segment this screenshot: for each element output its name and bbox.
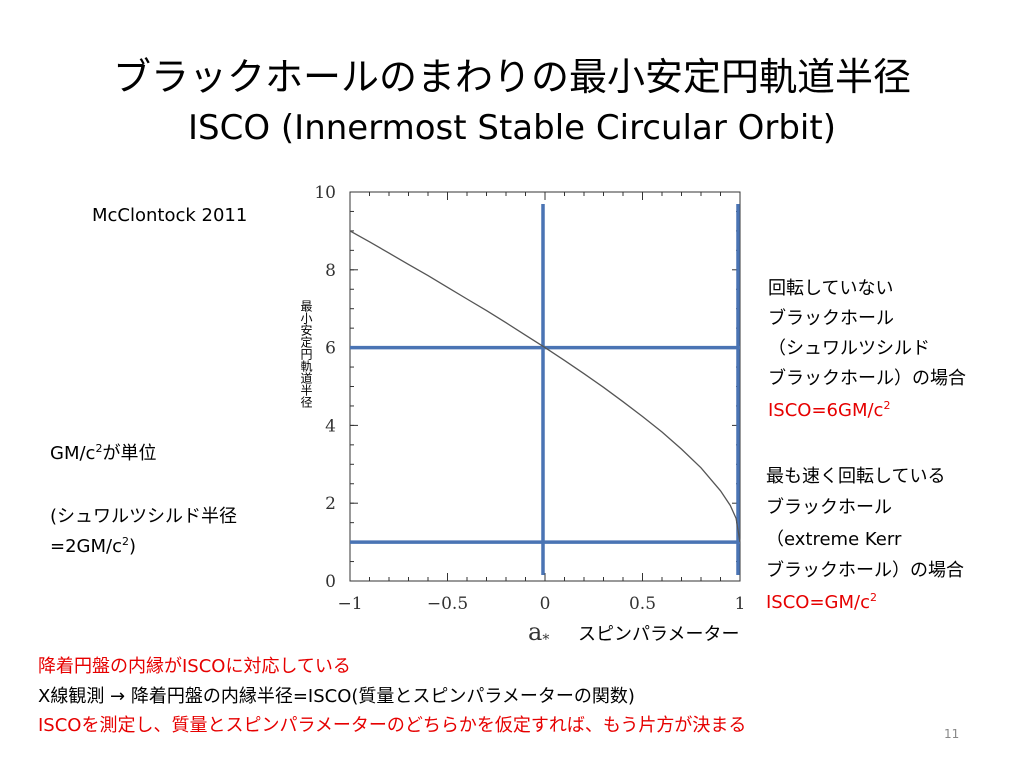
axes-frame	[349, 191, 741, 582]
case-nonrotating-line2: ブラックホール	[768, 308, 894, 329]
y-tick-label: 6	[325, 339, 336, 359]
case-extreme-line1: 最も速く回転している	[766, 466, 946, 487]
isco-curve-group	[349, 230, 741, 543]
y-tick-label: 2	[325, 494, 336, 514]
x-tick-label: 0.5	[629, 594, 656, 614]
case-nonrotating-line4: ブラックホール）の場合	[768, 368, 966, 389]
bottom-line2: X線観測 → 降着円盤の内縁半径=ISCO(質量とスピンパラメーターの関数)	[38, 686, 635, 707]
y-axis-label-ja: 最小安定円軌道半径	[299, 300, 313, 408]
y-tick-label: 0	[325, 572, 336, 592]
page-number: 11	[944, 727, 960, 741]
isco-curve	[349, 230, 741, 543]
x-tick-label: 0	[540, 594, 551, 614]
case-extreme-isco: ISCO=GM/c2	[766, 591, 877, 613]
case-nonrotating-line1: 回転していない	[768, 278, 894, 299]
slide-title-ja: ブラックホールのまわりの最小安定円軌道半径	[112, 55, 911, 99]
bottom-line3: ISCOを測定し、質量とスピンパラメーターのどちらかを仮定すれば、もう片方が決ま…	[38, 715, 747, 736]
case-nonrotating-line3: （シュワルツシルド	[768, 338, 930, 359]
case-nonrotating-isco: ISCO=6GM/c2	[768, 399, 891, 421]
source-citation: McClontock 2011	[92, 205, 248, 226]
unit-note-line3: =2GM/c2)	[50, 535, 137, 557]
x-axis-label: a*	[528, 618, 549, 648]
y-tick-label: 10	[314, 183, 336, 203]
x-tick-label: 1	[735, 594, 746, 614]
unit-note-line1: GM/c2が単位	[50, 442, 157, 464]
x-axis-label-sub: *	[542, 632, 549, 648]
y-tick-label: 8	[325, 261, 336, 281]
y-tick-label: 4	[325, 416, 336, 436]
guide-lines	[350, 204, 740, 575]
x-tick-label: −1	[337, 594, 362, 614]
unit-note-line2: (シュワルツシルド半径	[50, 506, 238, 527]
slide-title-en: ISCO (Innermost Stable Circular Orbit)	[188, 108, 836, 148]
plot-frame	[349, 191, 741, 582]
case-extreme-line4: ブラックホール）の場合	[766, 560, 964, 581]
x-tick-label: −0.5	[427, 594, 468, 614]
case-extreme-line3: （extreme Kerr	[766, 529, 902, 550]
case-extreme-line2: ブラックホール	[766, 497, 892, 518]
bottom-line1: 降着円盤の内縁がISCOに対応している	[38, 656, 351, 677]
x-axis-label-ja: スピンパラメーター	[578, 624, 740, 645]
